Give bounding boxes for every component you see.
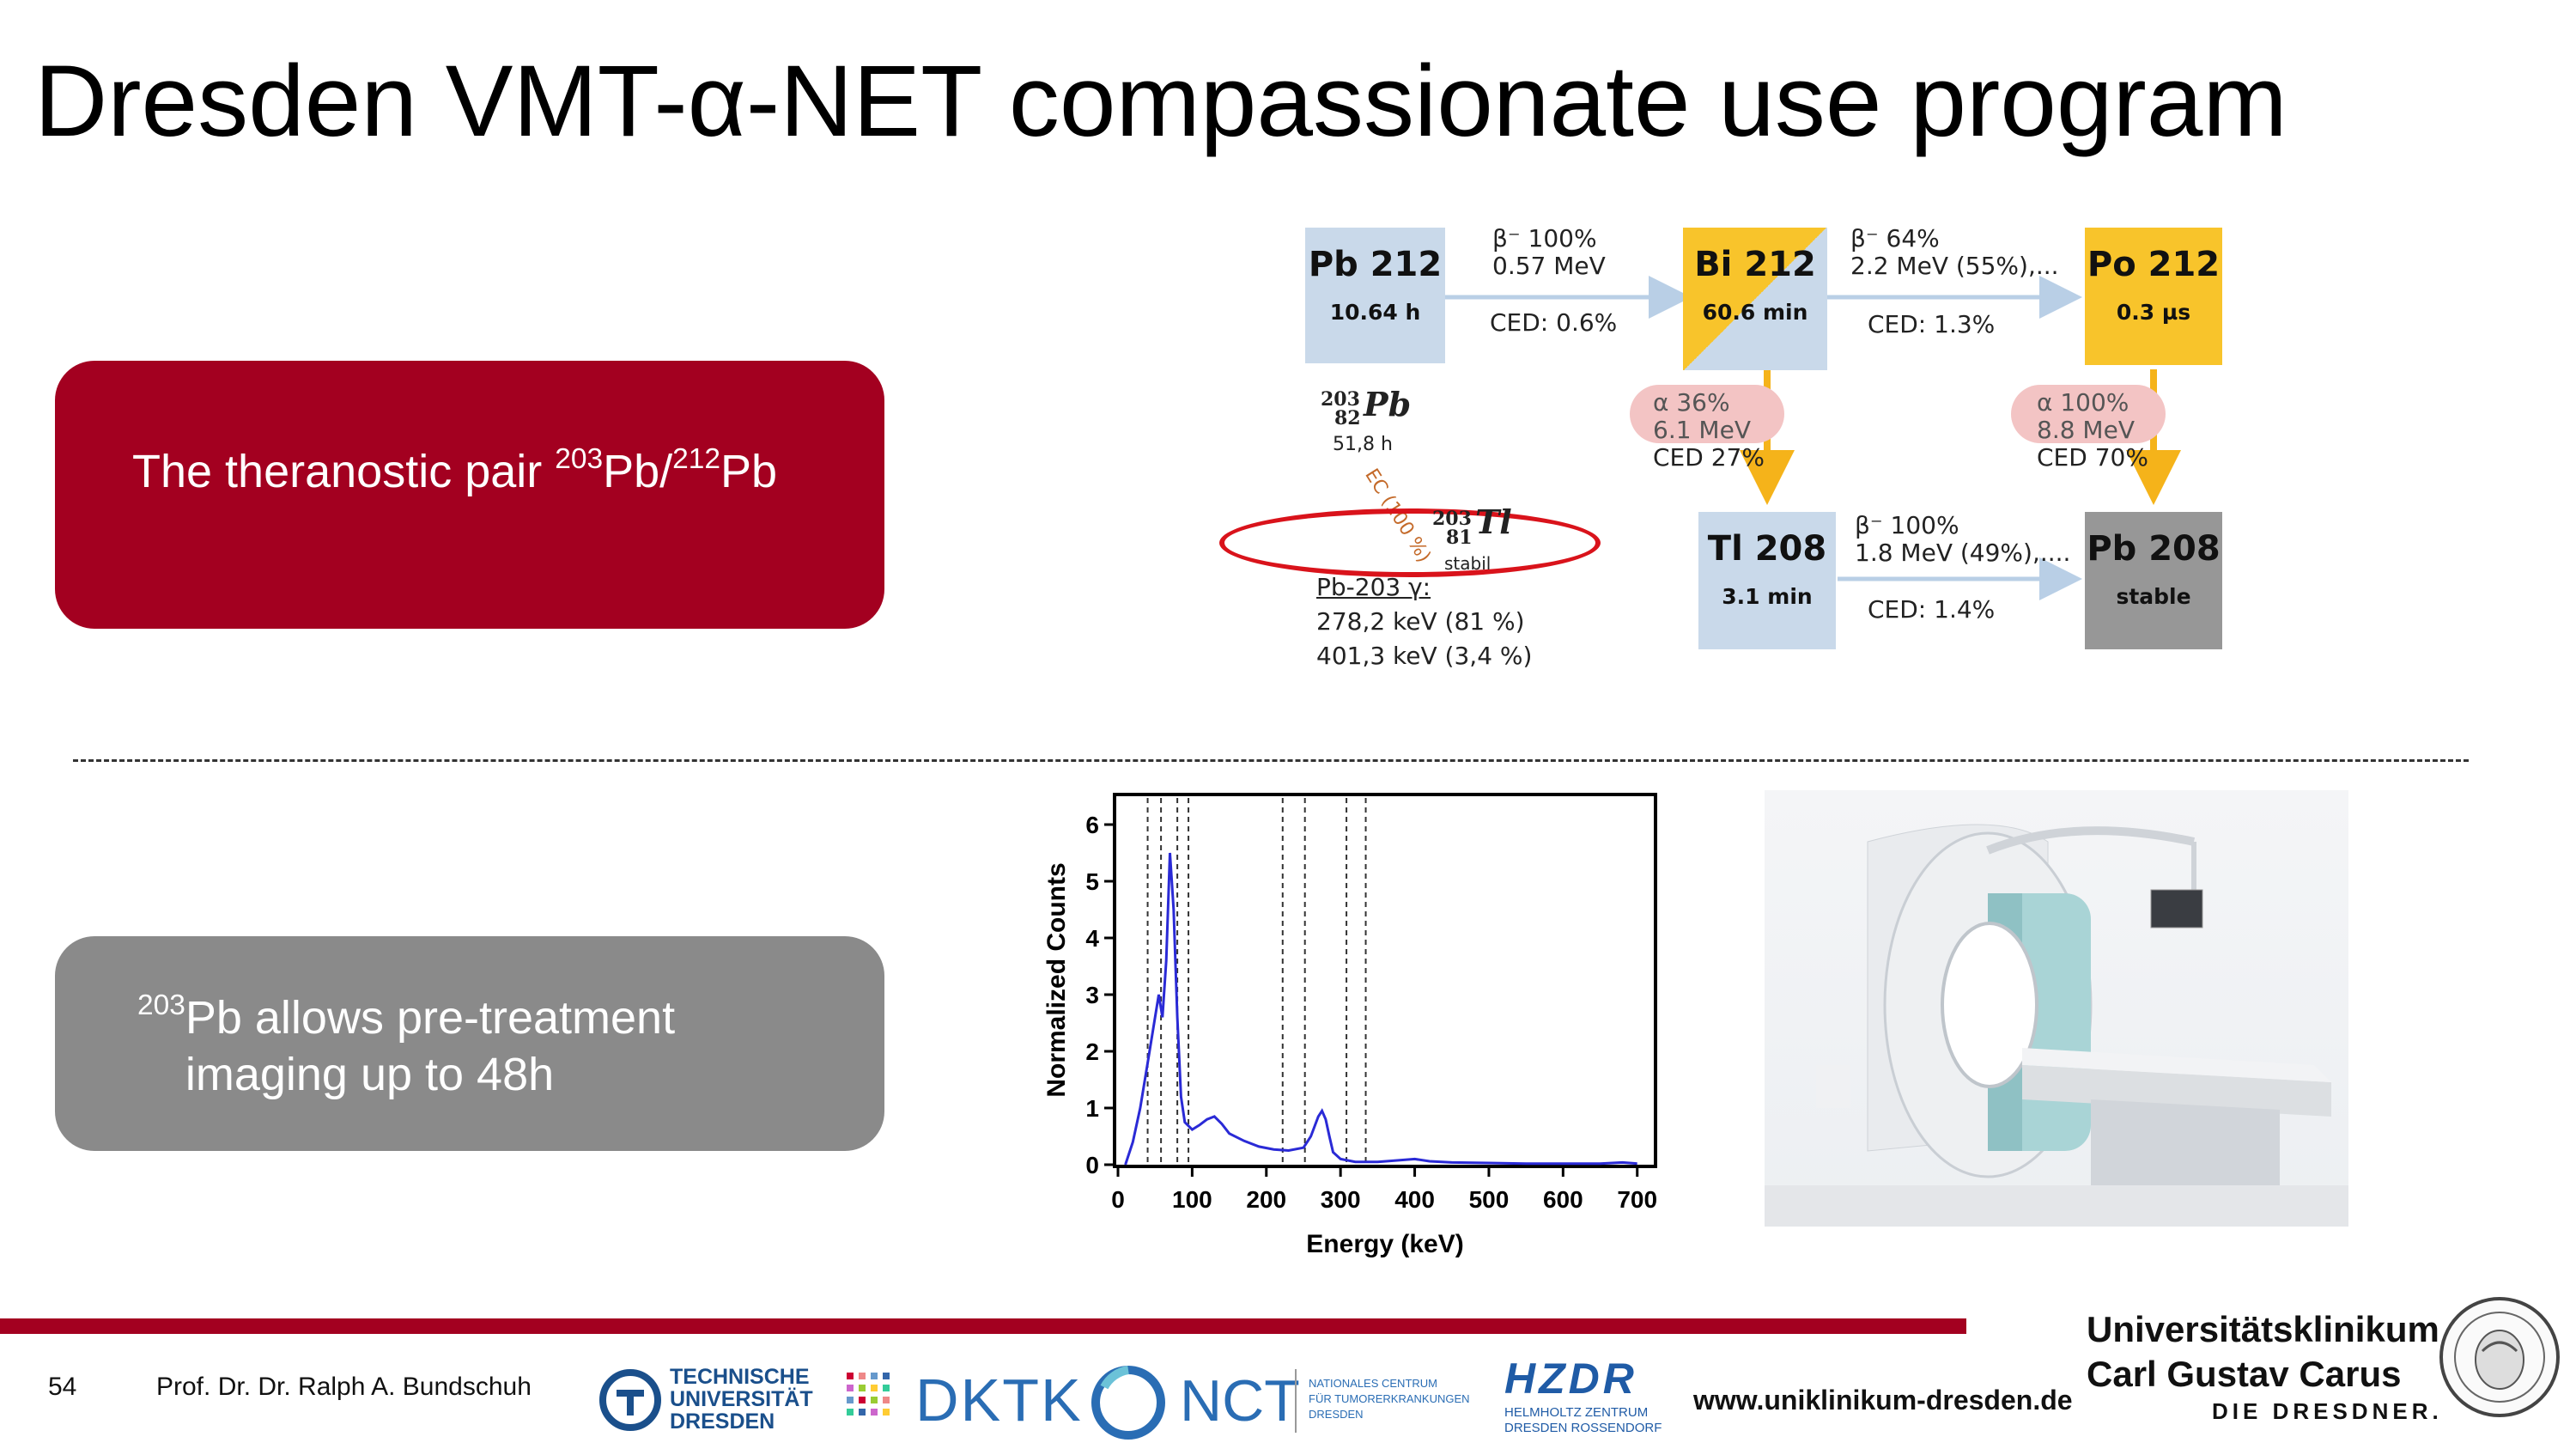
bi212-half-life: 60.6 min bbox=[1702, 300, 1808, 325]
tl203-highlight-ellipse bbox=[1219, 508, 1601, 577]
po-pb-label: α 100% 8.8 MeV bbox=[2037, 388, 2135, 444]
y-tick-label-0: 0 bbox=[1085, 1152, 1099, 1178]
carus-seal-icon bbox=[2439, 1297, 2560, 1417]
x-tick-label-300: 300 bbox=[1321, 1186, 1361, 1213]
hzdr-logo: HZDR bbox=[1504, 1355, 1637, 1403]
nct-logo: NCT bbox=[1180, 1368, 1300, 1434]
x-tick-label-700: 700 bbox=[1617, 1186, 1657, 1213]
pb212-box: Pb 212 10.64 h bbox=[1305, 228, 1445, 363]
author: Prof. Dr. Dr. Ralph A. Bundschuh bbox=[156, 1373, 532, 1401]
tl203-symbol: Tl bbox=[1475, 502, 1512, 541]
section-divider bbox=[73, 759, 2469, 762]
po-pb-ced: CED 70% bbox=[2037, 443, 2148, 472]
bi-tl-ced: CED 27% bbox=[1653, 443, 1765, 472]
po212-box: Po 212 0.3 µs bbox=[2085, 228, 2222, 365]
pb208-name: Pb 208 bbox=[2087, 529, 2221, 569]
dktk-logo: DKTK bbox=[915, 1367, 1083, 1434]
x-tick-label-100: 100 bbox=[1172, 1186, 1212, 1213]
nct-subtitle: NATIONALES CENTRUM FÜR TUMORERKRANKUNGEN D… bbox=[1309, 1377, 1470, 1421]
gamma-title: Pb-203 γ: bbox=[1316, 573, 1431, 601]
page-number: 54 bbox=[48, 1373, 77, 1401]
theranostic-pair-card: The theranostic pair 203Pb/212Pb bbox=[55, 361, 884, 629]
imaging-body: Pb allows pre-treatment imaging up to 48… bbox=[185, 992, 676, 1100]
y-tick-label-3: 3 bbox=[1085, 982, 1099, 1008]
imaging-card: 203Pb allows pre-treatment imaging up to… bbox=[55, 936, 884, 1151]
bi212-name: Bi 212 bbox=[1694, 245, 1816, 284]
nct-ring-icon bbox=[1091, 1366, 1165, 1440]
bi-tl-highlight bbox=[1630, 385, 1784, 443]
gamma-line-2: 401,3 keV (3,4 %) bbox=[1316, 642, 1533, 670]
hzdr-subtitle: HELMHOLTZ ZENTRUM DRESDEN ROSSENDORF bbox=[1504, 1405, 1662, 1435]
tl208-name: Tl 208 bbox=[1707, 529, 1827, 569]
x-axis-label: Energy (keV) bbox=[1306, 1230, 1463, 1258]
pb203-spectrum-chart: 0 1 2 3 4 5 6 0 100 200 300 400 500 600 700 Energy (k… bbox=[1042, 793, 1657, 1258]
y-tick-label-6: 6 bbox=[1085, 812, 1099, 838]
y-tick-label-1: 1 bbox=[1085, 1095, 1099, 1122]
gamma-line-1: 278,2 keV (81 %) bbox=[1316, 607, 1525, 636]
pb-bi-label: β⁻ 100% 0.57 MeV bbox=[1492, 224, 1606, 280]
dktk-dots-icon bbox=[847, 1373, 890, 1416]
tu-dresden-text: TECHNISCHE UNIVERSITÄT DRESDEN bbox=[670, 1365, 813, 1434]
pb208-box: Pb 208 stable bbox=[2085, 512, 2222, 649]
y-axis-label: Normalized Counts bbox=[1042, 862, 1071, 1097]
pair-end: Pb bbox=[720, 446, 778, 497]
x-tick-label-0: 0 bbox=[1111, 1186, 1125, 1213]
pb-bi-ced: CED: 0.6% bbox=[1490, 308, 1618, 337]
tu-dresden-logo-icon bbox=[599, 1369, 661, 1431]
imaging-sup-203: 203 bbox=[137, 989, 185, 1022]
slide-title: Dresden VMT-α-NET compassionate use prog… bbox=[34, 45, 2287, 158]
x-tick-label-500: 500 bbox=[1469, 1186, 1510, 1213]
pb212-name: Pb 212 bbox=[1308, 245, 1443, 284]
footer-red-bar bbox=[0, 1318, 1966, 1334]
spect-ct-scanner-photo bbox=[1765, 790, 2348, 1227]
pb203-symbol: Pb bbox=[1364, 385, 1412, 423]
pb212-half-life: 10.64 h bbox=[1329, 300, 1421, 325]
plot-frame bbox=[1113, 793, 1657, 1168]
spect-ct-scanner-icon bbox=[1765, 824, 2348, 1227]
theranostic-pair-text: The theranostic pair 203Pb/212Pb bbox=[132, 443, 777, 507]
pair-text: The theranostic pair bbox=[132, 446, 556, 497]
imaging-text: 203Pb allows pre-treatment imaging up to… bbox=[137, 989, 787, 1103]
tl-pb-label: β⁻ 100% 1.8 MeV (49%),.... bbox=[1855, 511, 2071, 567]
pair-sup-212: 212 bbox=[672, 443, 720, 476]
pair-sup-203: 203 bbox=[555, 443, 604, 476]
pb203-nuclide: 203 82 bbox=[1321, 388, 1361, 429]
po212-half-life: 0.3 µs bbox=[2116, 300, 2191, 325]
bi-po-label: β⁻ 64% 2.2 MeV (55%),... bbox=[1850, 224, 2059, 280]
nct-separator bbox=[1295, 1369, 1297, 1433]
pair-mid: Pb/ bbox=[603, 446, 673, 497]
bi212-box: Bi 212 60.6 min bbox=[1683, 228, 1827, 370]
bi-tl-label: α 36% 6.1 MeV bbox=[1653, 388, 1751, 444]
website-url[interactable]: www.uniklinikum-dresden.de bbox=[1693, 1385, 2073, 1416]
bi-po-ced: CED: 1.3% bbox=[1868, 310, 1996, 338]
x-tick-label-600: 600 bbox=[1543, 1186, 1583, 1213]
po212-name: Po 212 bbox=[2087, 245, 2221, 284]
tl208-half-life: 3.1 min bbox=[1722, 584, 1813, 609]
tl203-nuclide: 203 81 bbox=[1432, 508, 1473, 549]
x-tick-label-400: 400 bbox=[1394, 1186, 1435, 1213]
po-pb-highlight bbox=[2011, 385, 2166, 443]
spectrum-line bbox=[1124, 852, 1637, 1166]
x-tick-label-200: 200 bbox=[1246, 1186, 1286, 1213]
y-tick-label-5: 5 bbox=[1085, 868, 1099, 895]
pb208-half-life: stable bbox=[2116, 584, 2191, 609]
pb203-half-life: 51,8 h bbox=[1333, 434, 1393, 455]
tl-pb-ced: CED: 1.4% bbox=[1868, 595, 1996, 624]
uniklinikum-wordmark: Universitätsklinikum Carl Gustav Carus bbox=[2087, 1309, 2439, 1394]
y-tick-label-2: 2 bbox=[1085, 1038, 1099, 1065]
die-dresdner-tagline: DIE DRESDNER. bbox=[2212, 1398, 2443, 1424]
y-tick-label-4: 4 bbox=[1085, 925, 1099, 952]
tl208-box: Tl 208 3.1 min bbox=[1698, 512, 1836, 649]
tl203-state: stabil bbox=[1444, 553, 1492, 574]
